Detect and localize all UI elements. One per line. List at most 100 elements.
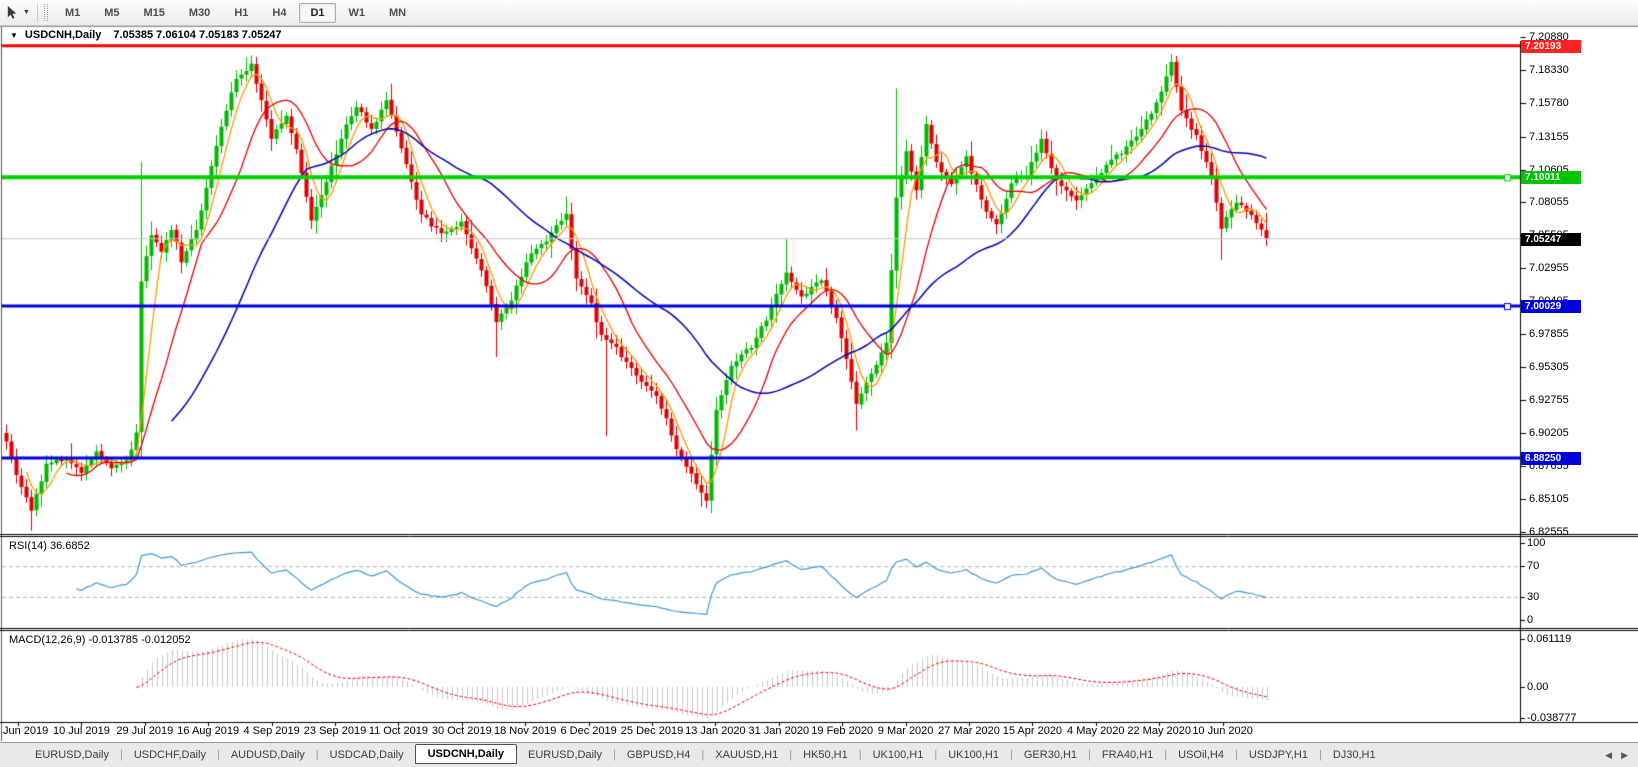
timeframe-button-d1[interactable]: D1 xyxy=(299,2,336,23)
date-label: 19 Feb 2020 xyxy=(811,725,874,737)
rsi-indicator-label: RSI(14) 36.6852 xyxy=(9,540,90,552)
tab-separator: | xyxy=(1318,749,1322,761)
chart-tab-uk100-h1[interactable]: UK100,H1 xyxy=(872,749,924,761)
price-tick-label: 7.15780 xyxy=(1529,96,1569,109)
tab-scroll-right-icon[interactable]: ▶ xyxy=(1621,749,1628,760)
chart-title-bar[interactable]: ▼ USDCNH,Daily 7.05385 7.06104 7.05183 7… xyxy=(10,29,282,41)
rsi-scale-label: 0 xyxy=(1527,614,1534,626)
chart-tab-usoil-h4[interactable]: USOil,H4 xyxy=(1178,749,1224,761)
chart-tab-xauusd-h1[interactable]: XAUUSD,H1 xyxy=(715,749,779,761)
tab-separator: | xyxy=(789,749,793,761)
chart-tab-hk50-h1[interactable]: HK50,H1 xyxy=(803,749,848,761)
date-label: 10 Jul 2019 xyxy=(52,725,110,737)
date-label: 4 May 2020 xyxy=(1067,725,1125,737)
date-label: 13 Jan 2020 xyxy=(685,725,746,737)
timeframe-button-w1[interactable]: W1 xyxy=(348,6,366,19)
price-tick-label: 6.85105 xyxy=(1529,492,1569,505)
chart-tab-bar: EURUSD,Daily | USDCHF,Daily | AUDUSD,Daily | U… xyxy=(0,742,1638,767)
toolbar-grip[interactable] xyxy=(43,4,48,21)
tab-separator: | xyxy=(315,749,319,761)
date-label: 11 Oct 2019 xyxy=(368,725,428,737)
chart-symbol-period: USDCNH,Daily xyxy=(24,29,102,41)
date-label: 21 Jun 2019 xyxy=(0,725,49,737)
price-tick-label: 7.13155 xyxy=(1529,130,1569,143)
chart-ohlc-quote: 7.05385 7.06104 7.05183 7.05247 xyxy=(113,29,282,41)
rsi-scale-label: 30 xyxy=(1527,590,1540,603)
date-label: 6 Dec 2019 xyxy=(560,725,617,737)
support-line-1-price-badge: 7.00029 xyxy=(1521,300,1581,314)
timeframe-button-m15[interactable]: M15 xyxy=(143,6,165,19)
chart-tab-usdcad-daily[interactable]: USDCAD,Daily xyxy=(329,749,404,761)
last-price-line-price-badge: 7.05247 xyxy=(1521,232,1581,246)
dropdown-caret-icon[interactable]: ▼ xyxy=(23,9,30,16)
chart-tab-audusd-daily[interactable]: AUDUSD,Daily xyxy=(230,749,305,761)
date-label: 9 Mar 2020 xyxy=(877,725,934,737)
chart-tab-usdcnh-daily[interactable]: USDCNH,Daily xyxy=(414,743,518,764)
date-label: 10 Jun 2020 xyxy=(1192,725,1253,737)
date-label: 27 Mar 2020 xyxy=(938,725,1000,737)
macd-scale-label: -0.038777 xyxy=(1527,711,1577,724)
date-label: 29 Jul 2019 xyxy=(116,725,174,737)
tab-scroll-left-icon[interactable]: ◀ xyxy=(1605,749,1613,760)
timeframe-buttons: M1 M5 M15 M30 H1 H4 D1 W1 MN xyxy=(54,2,417,23)
chart-tab-eurusd-daily[interactable]: EURUSD,Daily xyxy=(528,749,602,761)
tab-separator: | xyxy=(1234,749,1238,761)
timeframe-button-m1[interactable]: M1 xyxy=(64,6,81,19)
collapse-marker-icon[interactable]: ▼ xyxy=(10,30,18,40)
chart-tab-usdchf-daily[interactable]: USDCHF,Daily xyxy=(133,749,206,761)
tab-separator: | xyxy=(1010,749,1013,761)
timeframe-toolbar: ▼ M1 M5 M15 M30 H1 H4 D1 W1 MN xyxy=(0,0,1638,26)
chart-tabs: EURUSD,Daily | USDCHF,Daily | AUDUSD,Daily | U… xyxy=(24,743,1387,764)
resistance-line-price-badge: 7.20193 xyxy=(1521,39,1581,53)
price-tick-label: 7.08055 xyxy=(1529,196,1569,209)
date-label: 23 Sep 2019 xyxy=(303,725,367,737)
date-label: 31 Jan 2020 xyxy=(748,725,810,737)
date-label: 18 Nov 2019 xyxy=(493,725,557,737)
date-label: 16 Aug 2019 xyxy=(177,725,240,737)
cursor-tool-button[interactable]: ▼ xyxy=(5,5,33,20)
tab-separator: | xyxy=(1164,749,1168,761)
rsi-scale-label: 100 xyxy=(1527,537,1546,549)
tab-separator: | xyxy=(1088,749,1091,761)
price-tick-label: 6.95305 xyxy=(1529,361,1569,373)
tab-separator: | xyxy=(119,749,123,761)
timeframe-button-h4[interactable]: H4 xyxy=(272,6,287,19)
date-label: 4 Sep 2019 xyxy=(243,725,300,737)
tab-separator: | xyxy=(858,749,862,761)
timeframe-button-m5[interactable]: M5 xyxy=(104,6,120,19)
price-tick-label: 7.02955 xyxy=(1529,262,1569,275)
price-tick-label: 6.92755 xyxy=(1529,393,1569,406)
tab-separator: | xyxy=(216,749,220,761)
chart-tab-gbpusd-h4[interactable]: GBPUSD,H4 xyxy=(626,749,691,761)
macd-indicator-label: MACD(12,26,9) -0.013785 -0.012052 xyxy=(9,634,191,646)
chart-tab-usdjpy-h1[interactable]: USDJPY,H1 xyxy=(1248,749,1308,761)
date-label: 30 Oct 2019 xyxy=(431,725,492,737)
macd-scale-label: 0.061119 xyxy=(1527,632,1572,645)
pivot-line-price-badge: 7.10011 xyxy=(1521,171,1581,185)
rsi-scale-label: 70 xyxy=(1527,560,1540,573)
chart-tab-fra40-h1[interactable]: FRA40,H1 xyxy=(1101,749,1154,761)
tab-scroll-arrows: ◀ ▶ xyxy=(1605,750,1638,761)
chart-tab-uk100-h1[interactable]: UK100,H1 xyxy=(948,749,999,761)
price-tick-label: 6.82555 xyxy=(1529,525,1569,538)
macd-scale-label: 0.00 xyxy=(1527,681,1549,693)
tab-separator: | xyxy=(612,749,616,761)
cursor-tool-icon xyxy=(7,5,17,19)
chart-tab-eurusd-daily[interactable]: EURUSD,Daily xyxy=(35,749,109,761)
tab-separator: | xyxy=(934,749,938,761)
date-label: 15 Apr 2020 xyxy=(1002,725,1063,737)
timeframe-button-mn[interactable]: MN xyxy=(389,6,407,19)
toolbar-separator xyxy=(36,3,38,22)
timeframe-button-h1[interactable]: H1 xyxy=(234,6,249,19)
price-tick-label: 7.18330 xyxy=(1529,63,1569,76)
support-line-2-price-badge: 6.88250 xyxy=(1521,452,1581,466)
timeframe-button-m30[interactable]: M30 xyxy=(188,6,211,19)
price-tick-label: 6.90205 xyxy=(1529,426,1569,439)
chart-tab-ger30-h1[interactable]: GER30,H1 xyxy=(1023,749,1078,761)
date-label: 22 May 2020 xyxy=(1127,725,1191,737)
tab-separator: | xyxy=(701,749,705,761)
date-label: 25 Dec 2019 xyxy=(620,725,684,737)
chart-tab-dj30-h1[interactable]: DJ30,H1 xyxy=(1332,749,1376,761)
